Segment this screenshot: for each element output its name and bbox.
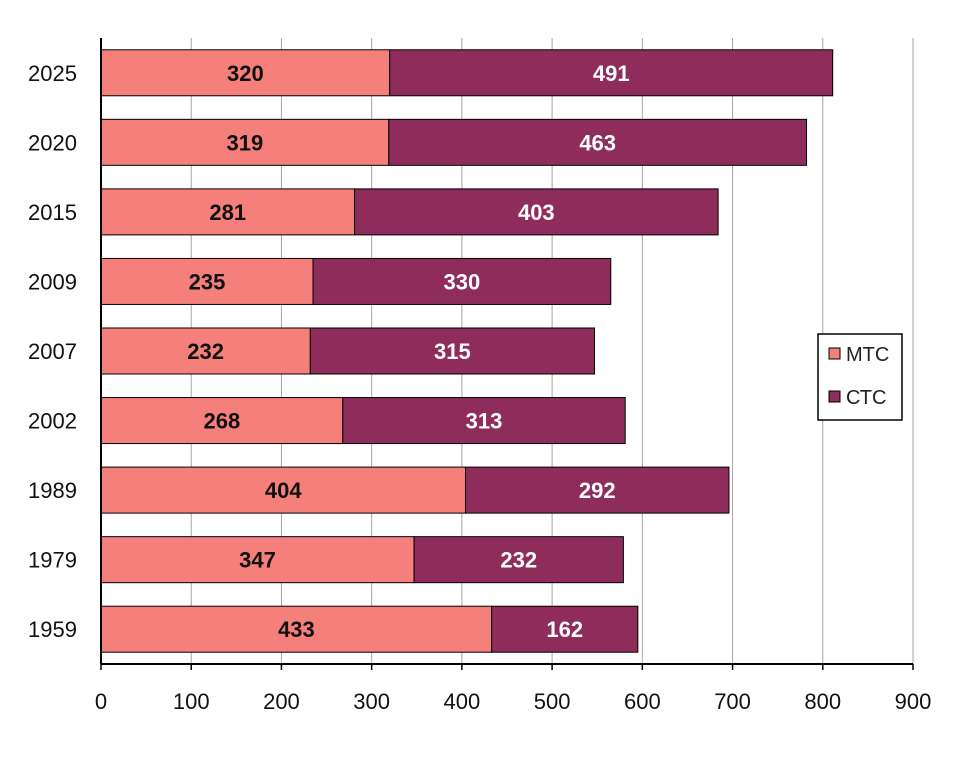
x-tick-label: 200 (263, 689, 300, 714)
x-tick-label: 800 (804, 689, 841, 714)
value-label-ctc-2025: 491 (593, 61, 630, 86)
legend-swatch-ctc (828, 390, 841, 403)
x-tick-label: 400 (444, 689, 481, 714)
bar-ctc-1989 (464, 466, 730, 514)
x-tick-label: 100 (173, 689, 210, 714)
bar-mtc-2009 (100, 257, 314, 305)
value-label-mtc-1959: 433 (278, 617, 315, 642)
bar-mtc-1979 (100, 536, 415, 584)
value-label-ctc-1979: 232 (500, 548, 537, 573)
x-tick-label: 300 (353, 689, 390, 714)
value-label-mtc-2025: 320 (227, 61, 264, 86)
category-label-2009: 2009 (28, 269, 77, 294)
x-tick-label: 900 (895, 689, 932, 714)
bar-ctc-2009 (312, 257, 612, 305)
legend-label-ctc: СТС (846, 387, 886, 409)
legend: МТС СТС (817, 333, 903, 421)
bar-ctc-2025 (389, 49, 834, 97)
bar-ctc-2007 (309, 327, 596, 375)
value-label-ctc-1959: 162 (546, 617, 583, 642)
bar-ctc-2015 (354, 188, 719, 236)
x-tick-label: 0 (95, 689, 107, 714)
value-label-mtc-2015: 281 (209, 200, 246, 225)
category-label-2015: 2015 (28, 200, 77, 225)
value-label-ctc-2007: 315 (434, 339, 471, 364)
value-label-ctc-2015: 403 (518, 200, 555, 225)
category-label-1979: 1979 (28, 548, 77, 573)
bar-mtc-2015 (100, 188, 356, 236)
x-tick-label: 700 (714, 689, 751, 714)
value-label-mtc-2002: 268 (204, 409, 241, 434)
category-label-2020: 2020 (28, 130, 77, 155)
legend-swatch-mtc (828, 347, 841, 360)
axes (100, 38, 913, 665)
value-label-mtc-1979: 347 (239, 548, 276, 573)
value-labels: 320 491 319 463 281 403 235 330 232 315 268 313 404 2… (187, 61, 629, 642)
bar-mtc-2002 (100, 397, 344, 445)
bar-ctc-1979 (413, 536, 624, 584)
bar-mtc-1989 (100, 466, 466, 514)
value-label-ctc-2020: 463 (579, 130, 616, 155)
bar-ctc-2002 (342, 397, 626, 445)
category-labels: 2025 2020 2015 2009 2007 2002 1989 1979 1959 (28, 61, 77, 642)
category-label-2007: 2007 (28, 339, 77, 364)
value-label-ctc-1989: 292 (579, 478, 616, 503)
category-label-1959: 1959 (28, 617, 77, 642)
category-label-2002: 2002 (28, 409, 77, 434)
x-tick-label: 500 (534, 689, 571, 714)
value-label-ctc-2009: 330 (444, 269, 481, 294)
value-label-mtc-2009: 235 (189, 269, 226, 294)
x-tick-label: 600 (624, 689, 661, 714)
value-label-mtc-2007: 232 (187, 339, 224, 364)
value-label-mtc-2020: 319 (227, 130, 264, 155)
value-label-mtc-1989: 404 (265, 478, 302, 503)
x-tick-labels: 0 100 200 300 400 500 600 700 800 900 (95, 689, 931, 714)
bar-ctc-2020 (388, 118, 808, 166)
category-label-2025: 2025 (28, 61, 77, 86)
value-label-ctc-2002: 313 (466, 409, 503, 434)
bar-mtc-2025 (100, 49, 391, 97)
bar-mtc-2020 (100, 118, 390, 166)
category-label-1989: 1989 (28, 478, 77, 503)
bars (100, 49, 834, 653)
bar-ctc-1959 (491, 605, 639, 653)
legend-label-mtc: МТС (846, 344, 889, 366)
